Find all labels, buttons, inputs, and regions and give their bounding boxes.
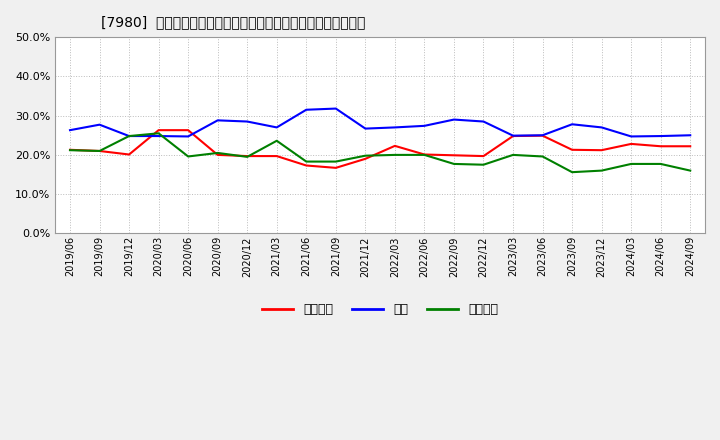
売上債権 xyxy=(449,153,458,158)
買入債務 xyxy=(598,168,606,173)
買入債務 xyxy=(95,148,104,154)
売上債権 xyxy=(213,152,222,158)
買入債務 xyxy=(331,159,340,164)
買入債務 xyxy=(243,154,251,160)
在庫 xyxy=(184,134,192,139)
在庫 xyxy=(449,117,458,122)
在庫 xyxy=(125,133,133,139)
買入債務 xyxy=(302,159,310,164)
在庫 xyxy=(361,126,369,131)
在庫 xyxy=(627,134,636,139)
売上債権 xyxy=(480,154,488,159)
買入債務 xyxy=(686,168,695,173)
在庫 xyxy=(390,125,399,130)
売上債権 xyxy=(390,143,399,149)
買入債務 xyxy=(449,161,458,167)
売上債権 xyxy=(95,148,104,154)
買入債務 xyxy=(66,147,74,153)
在庫 xyxy=(302,107,310,112)
売上債権 xyxy=(302,163,310,168)
在庫 xyxy=(272,125,281,130)
売上債権 xyxy=(184,128,192,133)
買入債務 xyxy=(539,154,547,159)
買入債務 xyxy=(154,131,163,136)
売上債権 xyxy=(627,141,636,147)
買入債務 xyxy=(627,161,636,167)
売上債権 xyxy=(568,147,577,152)
売上債権 xyxy=(657,143,665,149)
在庫 xyxy=(509,133,518,138)
在庫 xyxy=(539,132,547,138)
売上債権 xyxy=(420,152,428,157)
買入債務 xyxy=(420,152,428,158)
買入債務 xyxy=(272,138,281,143)
在庫 xyxy=(420,123,428,128)
在庫 xyxy=(568,121,577,127)
買入債務 xyxy=(390,152,399,158)
在庫 xyxy=(331,106,340,111)
売上債権 xyxy=(125,152,133,157)
売上債権 xyxy=(66,147,74,152)
買入債務 xyxy=(125,133,133,139)
Line: 在庫: 在庫 xyxy=(70,109,690,136)
売上債権 xyxy=(598,147,606,153)
買入債務 xyxy=(657,161,665,167)
売上債権 xyxy=(686,143,695,149)
Legend: 売上債権, 在庫, 買入債務: 売上債権, 在庫, 買入債務 xyxy=(257,298,503,321)
在庫 xyxy=(213,118,222,123)
在庫 xyxy=(95,122,104,127)
在庫 xyxy=(66,128,74,133)
Text: [7980]  売上債権、在庫、買入債務の総資産に対する比率の推移: [7980] 売上債権、在庫、買入債務の総資産に対する比率の推移 xyxy=(101,15,365,29)
売上債権 xyxy=(509,133,518,139)
買入債務 xyxy=(509,152,518,158)
売上債権 xyxy=(272,154,281,159)
在庫 xyxy=(657,133,665,139)
売上債権 xyxy=(361,156,369,161)
在庫 xyxy=(598,125,606,130)
Line: 買入債務: 買入債務 xyxy=(70,133,690,172)
Line: 売上債権: 売上債権 xyxy=(70,130,690,168)
売上債権 xyxy=(331,165,340,170)
買入債務 xyxy=(213,150,222,156)
買入債務 xyxy=(361,153,369,158)
在庫 xyxy=(686,132,695,138)
買入債務 xyxy=(480,162,488,167)
売上債権 xyxy=(243,154,251,159)
買入債務 xyxy=(184,154,192,159)
在庫 xyxy=(154,133,163,139)
在庫 xyxy=(480,119,488,124)
在庫 xyxy=(243,119,251,124)
売上債権 xyxy=(539,133,547,138)
買入債務 xyxy=(568,169,577,175)
売上債権 xyxy=(154,128,163,133)
